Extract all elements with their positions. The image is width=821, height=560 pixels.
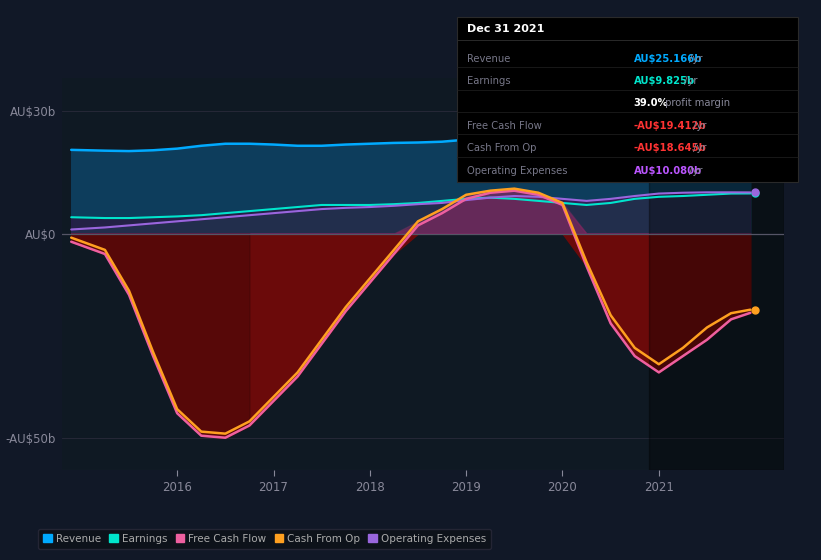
Text: /yr: /yr xyxy=(690,143,707,153)
Text: 39.0%: 39.0% xyxy=(634,99,668,109)
Text: -AU$19.412b: -AU$19.412b xyxy=(634,121,707,131)
Text: /yr: /yr xyxy=(686,54,702,64)
Text: profit margin: profit margin xyxy=(662,99,730,109)
Text: Cash From Op: Cash From Op xyxy=(467,143,537,153)
Text: Dec 31 2021: Dec 31 2021 xyxy=(467,25,544,35)
Text: AU$25.166b: AU$25.166b xyxy=(634,54,702,64)
Text: AU$10.080b: AU$10.080b xyxy=(634,166,702,176)
Text: /yr: /yr xyxy=(681,76,697,86)
Bar xyxy=(649,78,784,470)
Text: Revenue: Revenue xyxy=(467,54,511,64)
Legend: Revenue, Earnings, Free Cash Flow, Cash From Op, Operating Expenses: Revenue, Earnings, Free Cash Flow, Cash … xyxy=(38,529,491,549)
Text: Operating Expenses: Operating Expenses xyxy=(467,166,567,176)
Text: AU$9.825b: AU$9.825b xyxy=(634,76,695,86)
Text: -AU$18.645b: -AU$18.645b xyxy=(634,143,707,153)
Text: Earnings: Earnings xyxy=(467,76,511,86)
Text: Free Cash Flow: Free Cash Flow xyxy=(467,121,542,131)
Text: /yr: /yr xyxy=(690,121,707,131)
Text: /yr: /yr xyxy=(686,166,702,176)
